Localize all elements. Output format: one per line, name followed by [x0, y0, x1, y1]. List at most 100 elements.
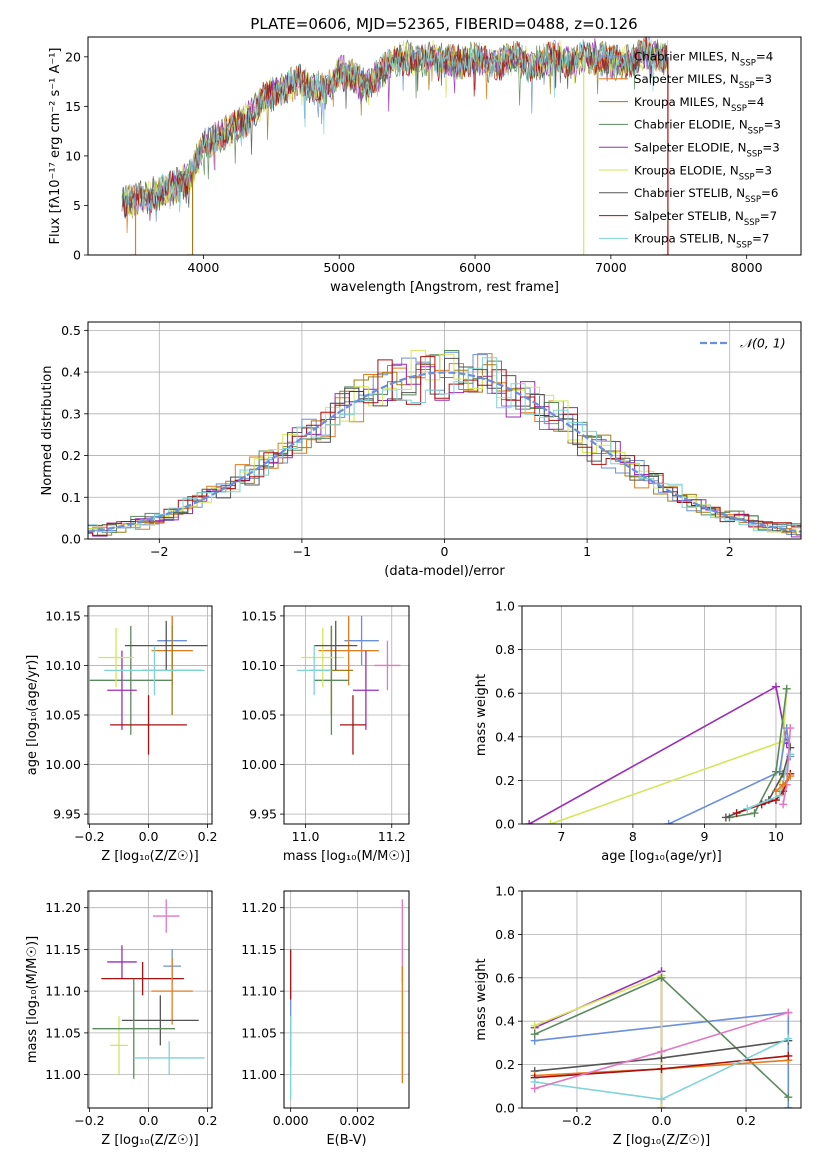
x-tick-label: 0.000 [273, 1113, 309, 1128]
y-tick-label: 0.4 [495, 729, 515, 744]
x-tick-label: 11.0 [292, 829, 320, 844]
y-tick-label: 0.0 [61, 532, 81, 547]
weight-marker [782, 684, 791, 693]
y-tick-label: 0.8 [495, 927, 515, 942]
y-axis-label: mass weight [474, 958, 489, 1040]
x-tick-label: −0.2 [562, 1113, 592, 1128]
weight-marker [525, 820, 534, 824]
legend-entry: Salpeter MILES, NSSP=3 [634, 72, 772, 91]
legend: 𝒩(0, 1) [700, 336, 786, 351]
y-tick-label: 0.6 [495, 686, 515, 701]
residual-histogram [88, 363, 801, 538]
panel-mass-vs-EBV: 0.000 0.002 11.00 11.05 11.10 11.15 11.20 E(B-V… [241, 890, 410, 1148]
y-tick-label: 10.00 [241, 757, 277, 772]
error-bar-point [352, 650, 379, 730]
y-tick-label: 0.3 [61, 406, 81, 421]
x-tick-label: 6000 [459, 260, 491, 275]
y-axis-label: Normed distribution [40, 366, 55, 496]
x-axis-label: age [log₁₀(age/yr)] [601, 849, 722, 864]
x-axis-label: Z [log₁₀(Z/Z☉)] [613, 1133, 710, 1148]
x-tick-label: 8 [629, 829, 637, 844]
weight-marker [771, 682, 780, 691]
error-bar-point [314, 625, 349, 735]
panel-residuals: −2 −1 0 1 2 0.0 0.1 0.2 0.3 0.4 0.5 (data-model)/er… [40, 321, 802, 579]
weight-line [528, 685, 788, 824]
x-tick-label: 0.2 [198, 1113, 218, 1128]
weight-marker [775, 791, 784, 800]
legend-entry: Salpeter ELODIE, NSSP=3 [634, 141, 780, 160]
y-tick-label: 10.10 [45, 658, 81, 673]
axes: 11.0 11.2 9.95 10.00 10.05 10.10 10.15 mass [lo… [241, 605, 410, 864]
y-axis-label: mass weight [474, 674, 489, 756]
x-tick-label: 9 [700, 829, 708, 844]
y-tick-label: 0.0 [495, 817, 515, 832]
y-tick-label: 10.15 [45, 608, 81, 623]
panel-spectrum: 4000 5000 6000 7000 8000 0 5 10 15 20 wavelength [… [48, 36, 802, 295]
weight-marker [530, 1030, 539, 1039]
residual-histogram [88, 357, 801, 533]
weight-marker [721, 813, 730, 822]
y-tick-label: 11.05 [45, 1025, 81, 1040]
error-bar-point [152, 899, 180, 933]
legend-entry: Kroupa STELIB, NSSP=7 [634, 232, 769, 251]
x-tick-label: 10 [768, 829, 784, 844]
error-bar-point [89, 625, 173, 735]
weight-marker [664, 820, 673, 824]
error-bar-point [318, 615, 379, 686]
weight-marker [784, 1093, 793, 1102]
y-tick-label: 0.6 [495, 970, 515, 985]
weight-marker [771, 787, 780, 796]
error-bar-point [301, 627, 345, 688]
y-tick-label: 11.10 [45, 984, 81, 999]
x-tick-label: 4000 [188, 260, 220, 275]
error-bar-point [374, 640, 401, 691]
weight-marker [771, 767, 780, 776]
error-bar-point [98, 627, 134, 688]
y-tick-label: 1.0 [495, 599, 515, 614]
panel-age-vs-mass: 11.0 11.2 9.95 10.00 10.05 10.10 10.15 mass [lo… [241, 605, 410, 864]
figure-title: PLATE=0606, MJD=52365, FIBERID=0488, z=0… [250, 15, 637, 33]
weight-marker [732, 809, 741, 818]
weight-marker [657, 1095, 666, 1104]
y-tick-label: 0.4 [495, 1014, 515, 1029]
weight-marker [546, 820, 555, 824]
grid [284, 891, 409, 1108]
x-axis-label: Z [log₁₀(Z/Z☉)] [101, 849, 198, 864]
axes-frame [521, 605, 802, 825]
y-tick-label: 10.10 [241, 658, 277, 673]
weight-marker [743, 804, 752, 813]
weight-series [525, 682, 791, 824]
error-bar-point [296, 645, 332, 696]
legend-entry: Salpeter STELIB, NSSP=7 [634, 209, 777, 228]
weight-marker [657, 973, 666, 982]
y-tick-label: 5 [73, 198, 81, 213]
axes: −0.2 0.0 0.2 0.0 0.2 0.4 0.6 0.8 1.0 Z [log₁₀(Z/Z… [474, 884, 802, 1148]
weight-marker [786, 772, 795, 781]
error-bar-point [107, 945, 137, 979]
error-bar-point [340, 695, 366, 755]
x-tick-label: −0.2 [74, 829, 104, 844]
error-bar-point [151, 957, 193, 1025]
legend-entry: Kroupa MILES, NSSP=4 [634, 95, 764, 114]
weight-marker [786, 750, 795, 759]
y-tick-label: 0.4 [61, 365, 81, 380]
y-tick-label: 9.95 [53, 807, 81, 822]
x-axis-label: (data-model)/error [384, 564, 505, 579]
axes-frame [87, 890, 213, 1109]
weight-line [534, 974, 663, 1108]
weight-line [668, 727, 792, 824]
error-bar-point [110, 1016, 128, 1075]
spectrum-series-line [123, 39, 668, 219]
y-tick-label: 10.05 [241, 708, 277, 723]
y-tick-label: 0 [73, 248, 81, 263]
x-tick-label: 0.002 [339, 1113, 375, 1128]
panel-age-vs-Z: −0.2 0.0 0.2 9.95 10.00 10.05 10.10 10.15 Z [log… [25, 605, 218, 864]
weight-series [725, 684, 791, 822]
axes: −0.2 0.0 0.2 11.00 11.05 11.10 11.15 11.20 Z [lo… [25, 890, 218, 1148]
y-axis-label: age [log₁₀(age/yr)] [25, 655, 40, 776]
x-tick-label: 7 [557, 829, 565, 844]
y-tick-label: 9.95 [249, 807, 277, 822]
x-tick-label: 2 [726, 544, 734, 559]
gaussian-curve [88, 371, 801, 533]
x-tick-label: 11.2 [378, 829, 406, 844]
